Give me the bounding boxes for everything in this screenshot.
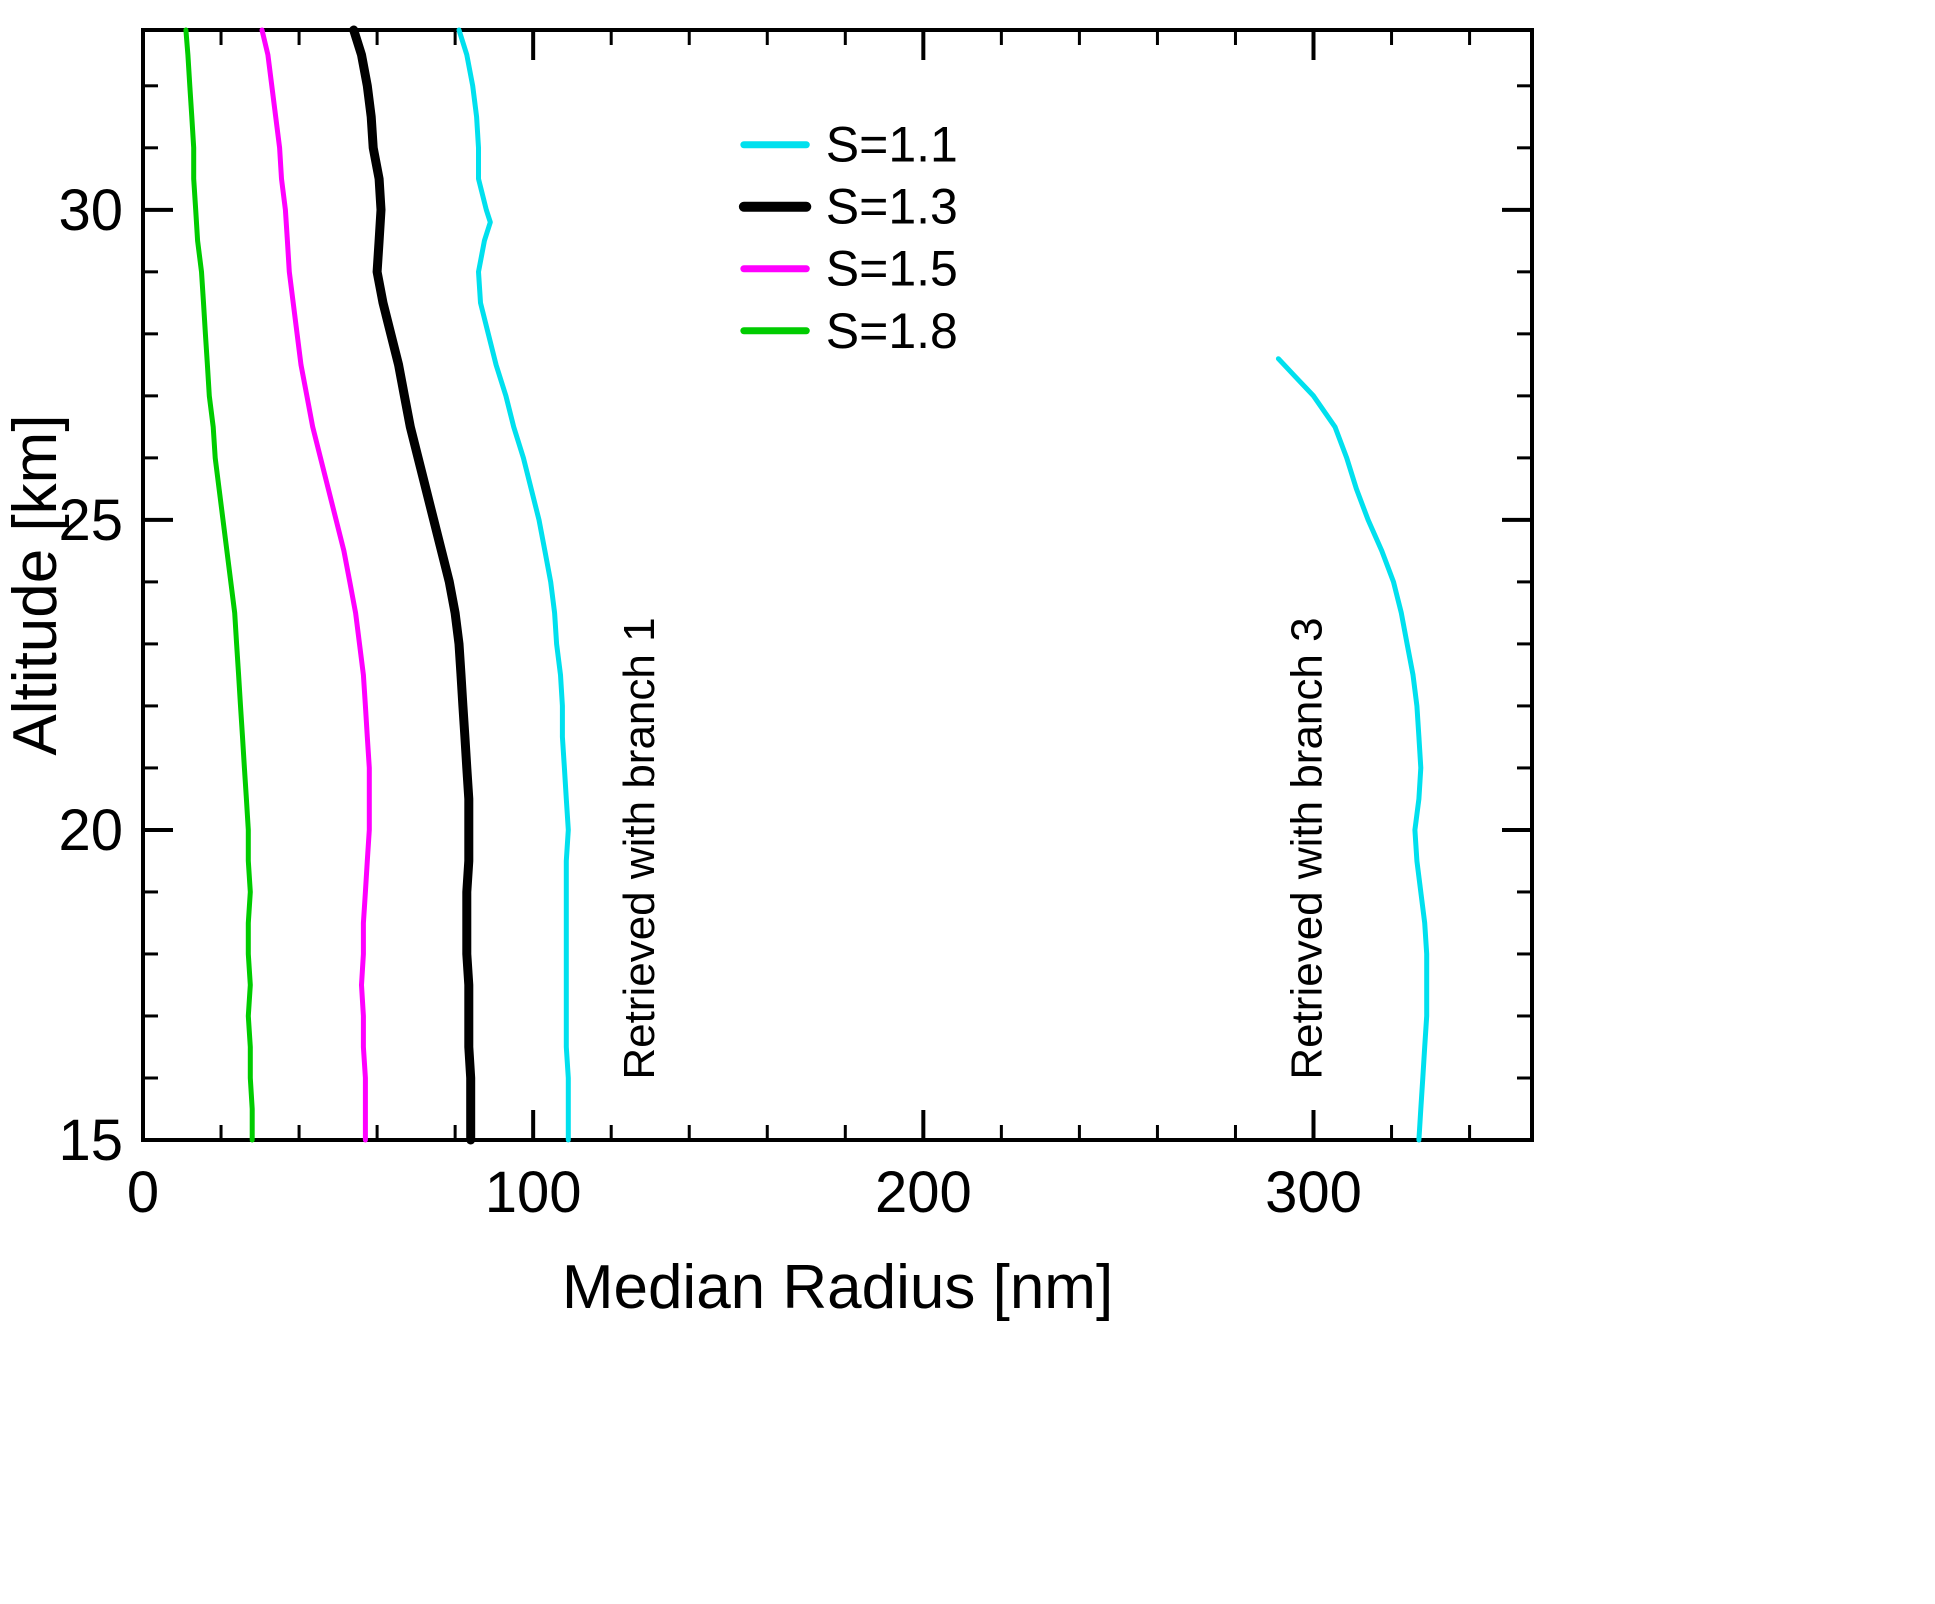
legend-label: S=1.1 — [826, 117, 958, 173]
axis-ticks — [141, 30, 1532, 1142]
legend — [738, 141, 812, 335]
x-tick-label: 100 — [485, 1160, 582, 1225]
y-axis-title: Altitude [km] — [1, 414, 70, 755]
x-tick-label: 0 — [127, 1160, 159, 1225]
x-tick-label: 300 — [1265, 1160, 1362, 1225]
legend-label: S=1.3 — [826, 179, 958, 235]
y-tick-label: 25 — [58, 488, 123, 553]
y-tick-label: 20 — [58, 798, 123, 863]
x-axis-title: Median Radius [nm] — [562, 1253, 1113, 1322]
annotation-text: Retrieved with branch 1 — [615, 617, 664, 1079]
legend-label: S=1.5 — [826, 241, 958, 297]
y-tick-label: 30 — [58, 178, 123, 243]
series-line-s-1.1-branch-3 — [1275, 356, 1430, 1143]
series-line-s-1.1-branch-1 — [456, 27, 571, 1143]
y-tick-label: 15 — [58, 1108, 123, 1173]
series-line-s-1.3-branch-1 — [349, 25, 476, 1145]
series-lines — [183, 25, 1430, 1145]
plot-frame — [141, 28, 1534, 1142]
legend-label: S=1.8 — [826, 303, 958, 359]
series-line-s-1.8-branch-1 — [183, 27, 255, 1143]
x-tick-label: 200 — [875, 1160, 972, 1225]
annotation-text: Retrieved with branch 3 — [1282, 617, 1331, 1079]
series-line-s-1.5-branch-1 — [259, 27, 372, 1143]
